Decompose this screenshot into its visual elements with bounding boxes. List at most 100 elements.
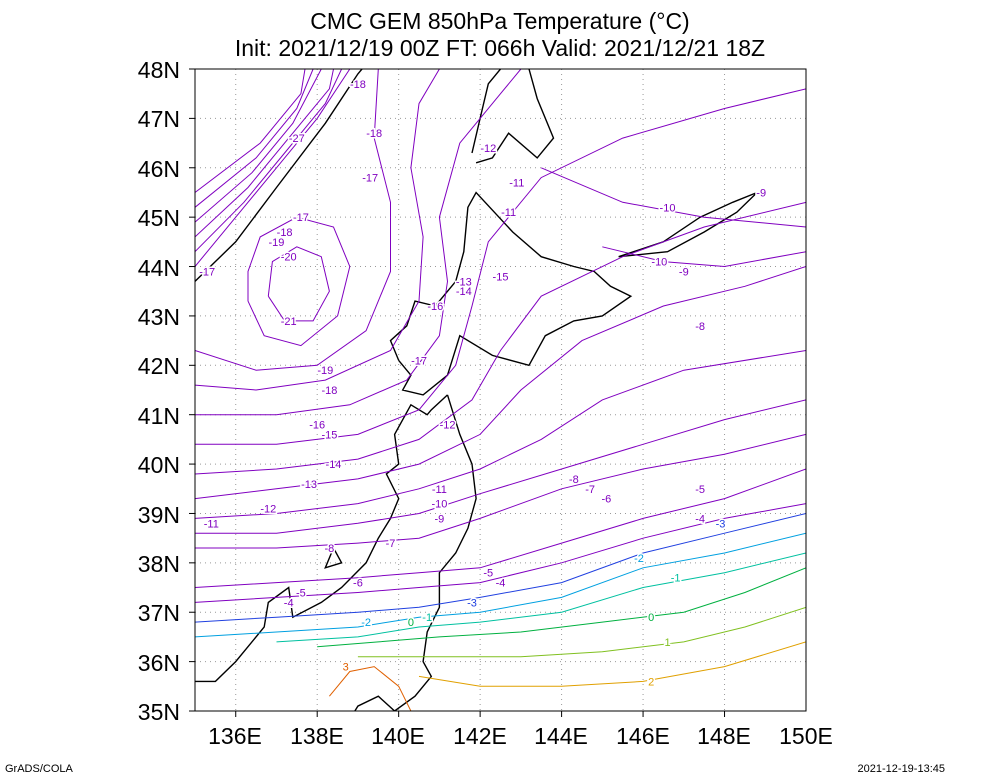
contour-label: -5 (695, 484, 705, 496)
contour-label: -12 (480, 143, 496, 155)
contour-label: -8 (325, 543, 335, 555)
isotherm-line (195, 69, 343, 253)
contour-label: -7 (386, 538, 396, 550)
coastline-segment (354, 394, 477, 711)
contour-label: -6 (353, 578, 363, 590)
contour-label: -5 (296, 587, 306, 599)
contour-label: -20 (281, 252, 297, 264)
isotherm-line (195, 350, 806, 519)
lat-label-40n: 40N (137, 452, 180, 478)
contour-label: -2 (634, 553, 644, 565)
coastline-segment (618, 191, 758, 258)
contour-label: -12 (440, 420, 456, 432)
contour-label: 2 (648, 676, 654, 688)
isotherm-line (195, 532, 806, 638)
contour-label: -14 (326, 459, 342, 471)
contour-label: -14 (456, 286, 472, 298)
contour-label: -17 (199, 266, 215, 278)
lat-label-41n: 41N (137, 403, 180, 429)
coastline-segment (324, 547, 343, 569)
contour-label: 0 (408, 617, 414, 629)
contour-label: -9 (756, 187, 766, 199)
lat-label-45n: 45N (137, 205, 180, 231)
contour-label: 3 (343, 662, 349, 674)
chart-title: CMC GEM 850hPa Temperature (°C) (310, 8, 690, 34)
contour-label: -4 (695, 513, 705, 525)
coastline-segment (389, 191, 633, 396)
isotherm-line (195, 69, 322, 223)
isotherm-line (329, 666, 412, 711)
contour-label: -16 (427, 301, 443, 313)
contour-label: -2 (361, 617, 371, 629)
contour-label: -11 (204, 518, 219, 530)
lon-label-142e: 142E (453, 723, 507, 749)
chart-subtitle: Init: 2021/12/19 00Z FT: 066h Valid: 202… (234, 35, 766, 61)
contour-label: -4 (284, 597, 294, 609)
lat-label-46n: 46N (137, 156, 180, 182)
contour-label: -11 (509, 178, 524, 190)
contour-label: -17 (293, 212, 309, 224)
isotherm-line (195, 468, 806, 588)
footer-timestamp: 2021-12-19-13:45 (857, 763, 945, 775)
contour-label: -11 (432, 484, 447, 496)
isotherm-contours (195, 69, 806, 711)
contour-label: -17 (411, 355, 427, 367)
isotherm-line (357, 606, 806, 658)
lon-label-150e: 150E (779, 723, 833, 749)
contour-label: 1 (664, 637, 670, 649)
axis-ticks (189, 68, 726, 717)
isotherm-line (195, 513, 806, 623)
coastline-segment (195, 69, 363, 282)
contour-label: -18 (277, 227, 293, 239)
lon-label-140e: 140E (371, 723, 425, 749)
contour-label: -10 (660, 202, 676, 214)
isotherm-line (317, 567, 806, 648)
isotherm-line (418, 641, 806, 687)
lat-label-36n: 36N (137, 650, 180, 676)
contour-label: -1 (671, 573, 681, 585)
contour-label: -5 (483, 568, 493, 580)
contour-label: -18 (321, 385, 337, 397)
isotherm-line (195, 399, 806, 534)
contour-label: -18 (350, 79, 366, 91)
contour-label: -16 (309, 420, 325, 432)
contour-label: -3 (467, 597, 477, 609)
footer-credit: GrADS/COLA (5, 763, 73, 775)
lon-label-146e: 146E (616, 723, 670, 749)
isotherm-line (195, 503, 806, 603)
contour-label: -19 (269, 237, 285, 249)
lon-label-136e: 136E (208, 723, 262, 749)
lat-label-42n: 42N (137, 353, 180, 379)
contour-label: -15 (321, 429, 337, 441)
lat-label-47n: 47N (137, 106, 180, 132)
isotherm-line (195, 69, 334, 238)
contour-label: -9 (435, 513, 445, 525)
contour-label: -8 (695, 321, 705, 333)
contour-label: -19 (317, 365, 333, 377)
lat-label-35n: 35N (137, 699, 180, 725)
contour-label: -27 (289, 133, 305, 145)
coastline-segment (475, 69, 555, 164)
contour-label: -18 (366, 128, 382, 140)
contour-label: -6 (602, 494, 612, 506)
contour-label: -11 (501, 207, 516, 219)
isotherm-line (276, 552, 806, 643)
isotherm-line (541, 167, 806, 228)
lat-label-48n: 48N (137, 57, 180, 83)
contour-label: -10 (431, 499, 447, 511)
isotherm-line (195, 201, 806, 475)
isotherm-line (247, 216, 351, 347)
isotherm-line (195, 69, 522, 416)
lat-label-38n: 38N (137, 551, 180, 577)
lon-label-144e: 144E (534, 723, 588, 749)
contour-label: -7 (585, 484, 595, 496)
lat-lon-grid (195, 69, 806, 711)
contour-label: -4 (496, 578, 506, 590)
lat-label-37n: 37N (137, 600, 180, 626)
lat-label-43n: 43N (137, 304, 180, 330)
isotherm-line (195, 69, 440, 391)
lon-label-148e: 148E (697, 723, 751, 749)
isotherm-line (195, 88, 806, 445)
lat-label-44n: 44N (137, 255, 180, 281)
